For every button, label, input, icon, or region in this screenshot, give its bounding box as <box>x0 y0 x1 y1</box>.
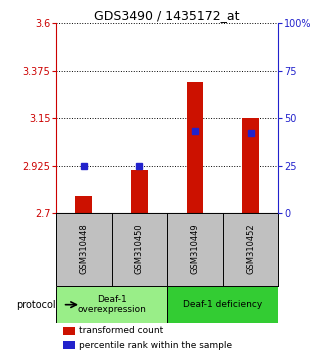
Bar <box>131 170 148 213</box>
Bar <box>242 118 259 213</box>
Bar <box>167 286 278 323</box>
Bar <box>63 327 75 335</box>
Title: GDS3490 / 1435172_at: GDS3490 / 1435172_at <box>94 9 240 22</box>
Text: GSM310450: GSM310450 <box>135 223 144 274</box>
Bar <box>63 341 75 349</box>
Text: Deaf-1 deficiency: Deaf-1 deficiency <box>183 300 262 309</box>
Text: GSM310452: GSM310452 <box>246 223 255 274</box>
Text: GSM310449: GSM310449 <box>190 223 199 274</box>
Text: percentile rank within the sample: percentile rank within the sample <box>79 341 232 350</box>
Bar <box>76 196 92 213</box>
Bar <box>187 82 203 213</box>
Text: Deaf-1
overexpression: Deaf-1 overexpression <box>77 295 146 314</box>
Text: GSM310448: GSM310448 <box>79 223 88 274</box>
Text: protocol: protocol <box>16 300 56 310</box>
Bar <box>56 286 167 323</box>
Text: transformed count: transformed count <box>79 326 164 335</box>
